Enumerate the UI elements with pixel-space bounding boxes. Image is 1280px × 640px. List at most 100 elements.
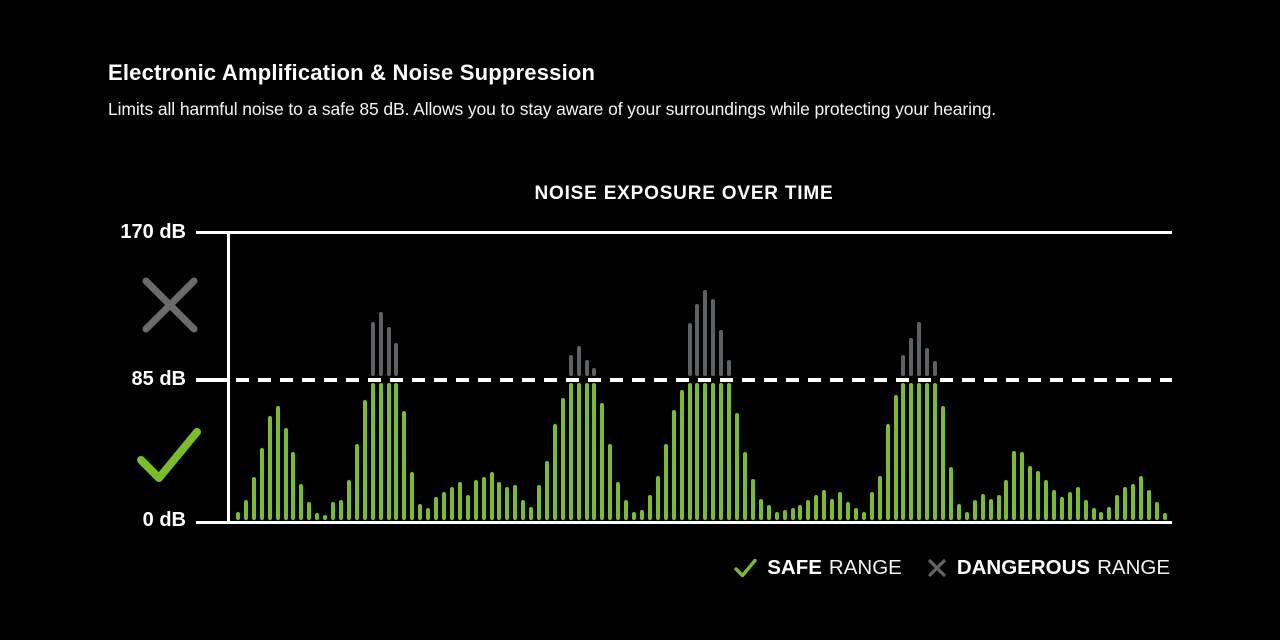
bar-safe-segment xyxy=(600,403,605,520)
page-title: Electronic Amplification & Noise Suppres… xyxy=(108,60,596,85)
bar-safe-segment xyxy=(434,497,439,520)
bar-safe-segment xyxy=(283,428,288,520)
bar xyxy=(275,232,280,522)
bar-safe-segment xyxy=(592,383,597,520)
bar xyxy=(489,232,494,522)
bar xyxy=(251,232,256,522)
bar-safe-segment xyxy=(695,383,700,520)
bar-safe-segment xyxy=(275,406,280,520)
bar-safe-segment xyxy=(774,512,779,520)
bar xyxy=(354,232,359,522)
bar-safe-segment xyxy=(402,411,407,520)
bar xyxy=(838,232,843,522)
bar xyxy=(394,232,399,522)
bar-safe-segment xyxy=(291,452,296,520)
bar xyxy=(1020,232,1025,522)
bar xyxy=(853,232,858,522)
bar xyxy=(616,232,621,522)
bar-safe-segment xyxy=(1139,476,1144,520)
bar xyxy=(885,232,890,522)
bar-safe-segment xyxy=(806,500,811,520)
bar-safe-segment xyxy=(964,512,969,520)
bar-safe-segment xyxy=(544,461,549,520)
bar xyxy=(1004,232,1009,522)
bar-safe-segment xyxy=(838,492,843,520)
bar-safe-segment xyxy=(568,383,573,520)
bar-safe-segment xyxy=(323,515,328,520)
bar-danger-segment xyxy=(703,290,708,376)
bar-safe-segment xyxy=(1012,451,1017,520)
bar-safe-segment xyxy=(711,383,716,520)
bar-safe-segment xyxy=(727,383,732,520)
bar-safe-segment xyxy=(521,500,526,520)
bar-safe-segment xyxy=(869,492,874,520)
bar-safe-segment xyxy=(893,395,898,520)
bar xyxy=(576,232,581,522)
bar xyxy=(956,232,961,522)
bar-danger-segment xyxy=(925,348,930,376)
bar-danger-segment xyxy=(592,368,597,376)
bar xyxy=(418,232,423,522)
bar-safe-segment xyxy=(616,482,621,520)
bar-safe-segment xyxy=(537,485,542,520)
bar xyxy=(845,232,850,522)
bar xyxy=(814,232,819,522)
chart-legend: SAFE RANGE DANGEROUS RANGE xyxy=(733,553,1170,583)
bar xyxy=(1075,232,1080,522)
bar xyxy=(1131,232,1136,522)
bar-safe-segment xyxy=(1028,466,1033,520)
bar xyxy=(798,232,803,522)
bar-danger-segment xyxy=(727,360,732,376)
bar xyxy=(1028,232,1033,522)
bar xyxy=(1139,232,1144,522)
bar xyxy=(307,232,312,522)
bar-safe-segment xyxy=(457,482,462,520)
bar xyxy=(758,232,763,522)
bar xyxy=(608,232,613,522)
bar-safe-segment xyxy=(988,499,993,520)
bar xyxy=(766,232,771,522)
bar xyxy=(1147,232,1152,522)
bar xyxy=(735,232,740,522)
legend-dangerous-label: DANGEROUS xyxy=(956,556,1091,579)
bar xyxy=(560,232,565,522)
bar-safe-segment xyxy=(307,502,312,520)
bar xyxy=(441,232,446,522)
bar-safe-segment xyxy=(877,476,882,520)
ytick-85db: 85 dB xyxy=(131,368,186,390)
bar-safe-segment xyxy=(1020,452,1025,520)
chart-title: NOISE EXPOSURE OVER TIME xyxy=(534,183,834,204)
bar-safe-segment xyxy=(1083,500,1088,520)
bar xyxy=(283,232,288,522)
bar-danger-segment xyxy=(909,338,914,376)
bar-safe-segment xyxy=(972,500,977,520)
bar xyxy=(537,232,542,522)
bar-safe-segment xyxy=(647,495,652,520)
bar xyxy=(465,232,470,522)
bar-safe-segment xyxy=(917,383,922,520)
safe-check-icon xyxy=(133,424,205,491)
bar-safe-segment xyxy=(267,416,272,520)
bar-safe-segment xyxy=(473,480,478,520)
bar xyxy=(909,232,914,522)
bar xyxy=(338,232,343,522)
bar-safe-segment xyxy=(640,510,645,520)
bar xyxy=(1051,232,1056,522)
bar xyxy=(980,232,985,522)
bar xyxy=(1036,232,1041,522)
bar xyxy=(346,232,351,522)
bar-safe-segment xyxy=(243,500,248,520)
bar-safe-segment xyxy=(909,383,914,520)
bar xyxy=(1044,232,1049,522)
bar xyxy=(869,232,874,522)
bar-safe-segment xyxy=(1067,492,1072,520)
bar xyxy=(988,232,993,522)
bar xyxy=(782,232,787,522)
bar xyxy=(830,232,835,522)
bar-safe-segment xyxy=(743,452,747,520)
bar-safe-segment xyxy=(1036,471,1041,520)
bar-safe-segment xyxy=(465,495,470,520)
bar-safe-segment xyxy=(449,487,454,520)
bar-safe-segment xyxy=(497,482,502,520)
bar xyxy=(1099,232,1104,522)
